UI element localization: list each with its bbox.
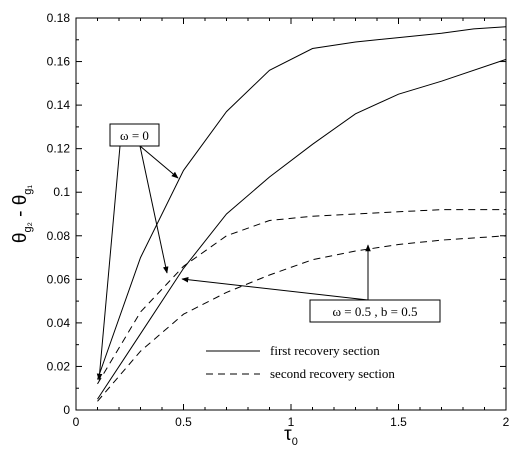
legend-label-first: first recovery section — [270, 343, 380, 358]
x-tick-label: 1.5 — [390, 415, 407, 429]
x-tick-label: 0 — [73, 415, 80, 429]
x-tick-label: 0.5 — [175, 415, 192, 429]
y-axis-title-text: θg₂ - θg₁ — [10, 185, 34, 244]
y-tick-label: 0.14 — [47, 98, 71, 112]
y-tick-label: 0 — [63, 403, 70, 417]
y-tick-label: 0.12 — [47, 142, 71, 156]
y-tick-label: 0.02 — [47, 359, 71, 373]
annotation-omega0: ω = 0 — [120, 128, 149, 143]
series-line-0-solid — [97, 26, 507, 380]
annotation-box-omega0 — [109, 123, 160, 147]
annotation-arrow-omega05-solid — [181, 276, 369, 301]
y-tick-label: 0.08 — [47, 229, 71, 243]
y-tick-label: 0.16 — [47, 55, 71, 69]
annotation-arrow-omega0-dashed — [139, 145, 169, 274]
y-tick-label: 0.18 — [47, 11, 71, 25]
series-line-3-dashed — [97, 235, 507, 402]
y-tick-label: 0.04 — [47, 316, 71, 330]
annotation-arrow-omega0-origin — [96, 145, 121, 381]
legend-label-second: second recovery section — [270, 366, 395, 381]
annotation-omega05: ω = 0.5 , b = 0.5 — [333, 304, 418, 319]
y-tick-label: 0.06 — [47, 272, 71, 286]
y-axis-title: θg₂ - θg₁ — [10, 185, 34, 244]
legend: first recovery section second recovery s… — [206, 343, 395, 381]
series-group — [97, 26, 507, 402]
series-line-2-solid — [97, 58, 507, 400]
x-axis-ticks: 0 0.5 1 1.5 2 — [73, 18, 509, 429]
x-tick-label: 2 — [503, 415, 509, 429]
y-tick-label: 0.1 — [53, 185, 70, 199]
series-line-1-dashed — [97, 209, 506, 385]
x-axis-title: τ0 — [284, 424, 298, 448]
annotation-box-omega05 — [309, 299, 441, 323]
y-axis-ticks: 0 0.02 0.04 0.06 0.08 0.1 0.12 0.14 0.16 0.18 — [47, 11, 506, 417]
x-tick-label: 1 — [288, 415, 295, 429]
annotation-arrow-omega0-solid — [139, 145, 179, 179]
